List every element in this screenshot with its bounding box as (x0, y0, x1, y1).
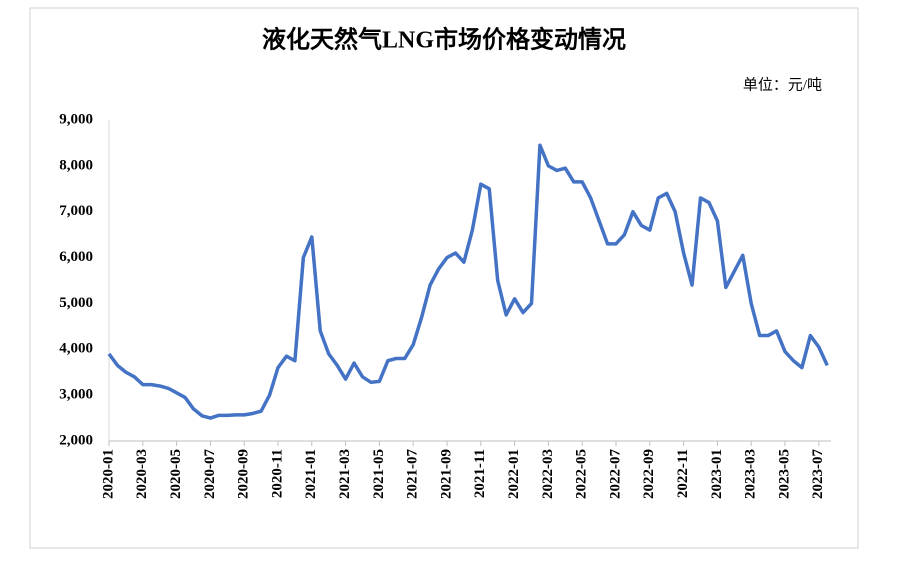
x-tick-label: 2023-03 (743, 449, 759, 499)
x-tick-label: 2022-01 (506, 449, 522, 499)
x-tick-label: 2023-01 (709, 449, 725, 499)
x-tick-label: 2023-07 (810, 449, 826, 499)
y-tick-label: 5,000 (59, 295, 93, 311)
y-tick-label: 9,000 (59, 111, 93, 127)
x-tick-label: 2023-05 (776, 449, 792, 499)
x-tick-label: 2022-05 (574, 449, 590, 499)
y-tick-label: 8,000 (59, 157, 93, 173)
chart-title: 液化天然气LNG市场价格变动情况 (262, 26, 626, 54)
x-tick-label: 2020-11 (269, 449, 285, 498)
x-tick-label: 2021-11 (472, 449, 488, 498)
y-tick-label: 6,000 (59, 249, 93, 265)
x-tick-label: 2021-05 (371, 449, 387, 499)
y-tick-label: 3,000 (59, 387, 93, 403)
x-tick-label: 2022-09 (641, 449, 657, 499)
y-tick-label: 4,000 (59, 341, 93, 357)
x-tick-label: 2020-07 (202, 449, 218, 499)
x-tick-label: 2021-03 (337, 449, 353, 499)
x-tick-label: 2022-11 (675, 449, 691, 498)
line-series (107, 143, 829, 420)
x-tick-label: 2022-03 (540, 449, 556, 499)
x-tick-label: 2021-09 (438, 449, 454, 499)
y-tick-label: 2,000 (59, 432, 93, 448)
x-tick-label: 2020-03 (134, 449, 150, 499)
x-tick-label: 2021-01 (303, 449, 319, 499)
x-tick-label: 2022-07 (607, 449, 623, 499)
x-tick-label: 2021-07 (405, 449, 421, 499)
chart-border (29, 7, 859, 549)
x-tick-label: 2020-09 (236, 449, 252, 499)
unit-label: 单位：元/吨 (743, 76, 822, 93)
y-tick-label: 7,000 (59, 203, 93, 219)
x-tick-label: 2020-01 (100, 449, 116, 499)
x-tick-label: 2020-05 (168, 449, 184, 499)
